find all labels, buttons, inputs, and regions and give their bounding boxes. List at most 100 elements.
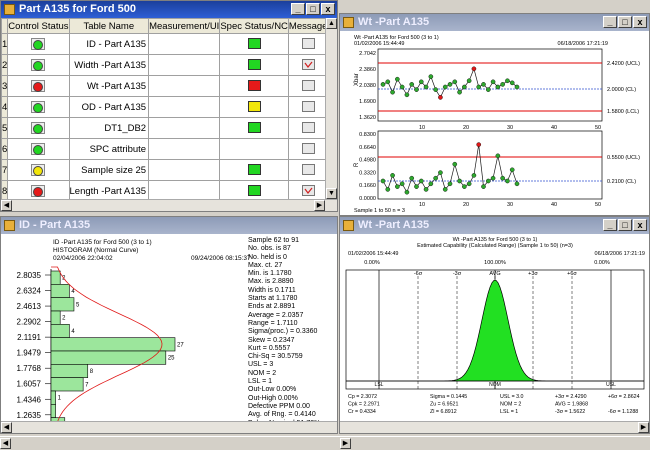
r-point (490, 175, 496, 181)
xbar-point (462, 84, 467, 90)
spec-status-icon (247, 38, 261, 50)
window-icon (343, 17, 354, 28)
measurement-ui-cell[interactable] (148, 117, 221, 139)
r-point (466, 181, 472, 187)
table-name-cell[interactable]: ID - Part A135 (68, 33, 150, 55)
maximize-button[interactable]: □ (618, 219, 632, 231)
table-name-cell[interactable]: OD - Part A135 (68, 96, 150, 118)
column-header[interactable]: Spec Status/NC (219, 18, 289, 34)
control-status-cell[interactable] (7, 117, 70, 139)
message-cell[interactable] (287, 159, 329, 181)
measurement-ui-cell[interactable] (148, 75, 221, 97)
spec-status-cell[interactable] (219, 33, 289, 55)
scroll-left-arrow[interactable]: ◀ (1, 422, 12, 433)
cl-label: 2.0000 (CL) (607, 87, 636, 93)
measurement-ui-cell[interactable] (148, 96, 221, 118)
minimize-button[interactable]: _ (603, 16, 617, 28)
r-tick: 0.8300 (359, 132, 376, 138)
control-status-cell[interactable] (7, 96, 70, 118)
capability-stat: Zl = 6.8912 (430, 409, 457, 415)
column-header[interactable]: Control Status (7, 18, 70, 34)
close-button[interactable]: x (321, 3, 335, 15)
main-horizontal-scrollbar[interactable]: ◀ ▶ (0, 436, 650, 450)
measurement-ui-cell[interactable] (148, 33, 221, 55)
spec-status-cell[interactable] (219, 54, 289, 76)
control-status-cell[interactable] (7, 180, 70, 202)
control-status-cell[interactable] (7, 54, 70, 76)
table-name-cell[interactable]: Wt -Part A135 (68, 75, 150, 97)
scroll-left-arrow[interactable]: ◀ (1, 200, 12, 211)
table-row[interactable]: 4OD - Part A135681 (1, 96, 337, 118)
r-point (447, 181, 453, 187)
lsl-label: LSL (375, 382, 384, 388)
spec-status-cell[interactable] (219, 75, 289, 97)
stat-line: Average = 2.0357 (248, 311, 304, 319)
table-name-cell[interactable]: Sample size 25 (68, 159, 150, 181)
spec-status-cell[interactable] (219, 117, 289, 139)
xbar-point (399, 84, 405, 90)
maximize-button[interactable]: □ (618, 16, 632, 28)
message-cell[interactable] (287, 33, 329, 55)
maximize-button[interactable]: □ (306, 3, 320, 15)
column-header[interactable]: Measurement/UI (148, 18, 221, 34)
xbar-point (452, 79, 458, 85)
xbar-tick: 2.3860 (359, 67, 376, 73)
message-cell[interactable] (287, 117, 329, 139)
stat-line: Sample 62 to 91 (248, 237, 299, 244)
message-cell[interactable] (287, 54, 329, 76)
measurement-ui-cell[interactable] (148, 54, 221, 76)
main-scroll-left-arrow[interactable]: ◀ (0, 438, 11, 449)
capability-titlebar[interactable]: Wt -Part A135 _ □ x (340, 217, 649, 234)
minimize-button[interactable]: _ (603, 219, 617, 231)
measurement-ui-cell[interactable] (148, 159, 221, 181)
scroll-right-arrow[interactable]: ▶ (314, 200, 325, 211)
scroll-right-arrow[interactable]: ▶ (638, 422, 649, 433)
control-status-cell[interactable] (7, 159, 70, 181)
column-header[interactable]: Table Name (68, 18, 150, 34)
histogram-y-tick: 1.7768 (17, 364, 42, 373)
stat-line: Starts at 1.1780 (248, 295, 298, 303)
message-cell[interactable] (287, 138, 329, 160)
control-status-cell[interactable] (7, 75, 70, 97)
measurement-ui-cell[interactable] (148, 138, 221, 160)
tables-vertical-scrollbar[interactable]: ▲ ▼ (325, 18, 337, 199)
capability-horizontal-scrollbar[interactable]: ▶ (340, 421, 649, 433)
spec-status-cell[interactable] (219, 138, 289, 160)
message-cell[interactable] (287, 96, 329, 118)
histogram-horizontal-scrollbar[interactable]: ◀ (1, 421, 337, 433)
capability-stat: -3σ = 1.5622 (555, 409, 585, 415)
histogram-bar (50, 324, 70, 338)
control-status-cell[interactable] (7, 138, 70, 160)
spec-status-cell[interactable] (219, 159, 289, 181)
tables-window-titlebar[interactable]: Part A135 for Ford 500 _ □ x (1, 1, 337, 18)
table-name-cell[interactable]: SPC attribute (68, 138, 150, 160)
control-status-cell[interactable] (7, 33, 70, 55)
main-scroll-right-arrow[interactable]: ▶ (340, 438, 351, 449)
r-point (476, 142, 482, 147)
message-icon (301, 101, 315, 113)
spec-status-icon (247, 80, 261, 92)
table-name-cell[interactable]: DT1_DB2 (68, 117, 150, 139)
column-header[interactable]: Message (287, 18, 329, 34)
histogram-plot: 24524272587132.80352.63242.46132.29022.1… (17, 266, 184, 432)
table-name-cell[interactable]: Width -Part A135 (68, 54, 150, 76)
close-button[interactable]: x (633, 219, 647, 231)
scroll-down-arrow[interactable]: ▼ (326, 188, 337, 199)
tables-horizontal-scrollbar[interactable]: ◀ ▶ (1, 199, 337, 211)
histogram-header-title: ID -Part A135 for Ford 500 (3 to 1) (53, 239, 152, 246)
table-row[interactable]: 1ID - Part A135913 (1, 33, 337, 55)
spec-status-cell[interactable] (219, 96, 289, 118)
minimize-button[interactable]: _ (291, 3, 305, 15)
control-chart-plot: Wt -Part A135 for Ford 500 (3 to 1)01/02… (354, 35, 640, 214)
close-button[interactable]: x (633, 16, 647, 28)
message-cell[interactable] (287, 75, 329, 97)
table-row[interactable]: 3Wt -Part A135293 (1, 75, 337, 97)
histogram-titlebar[interactable]: ID - Part A135 (1, 217, 337, 234)
scroll-up-arrow[interactable]: ▲ (326, 18, 337, 29)
control-chart-titlebar[interactable]: Wt -Part A135 _ □ x (340, 14, 649, 31)
histogram-bar (50, 270, 61, 285)
